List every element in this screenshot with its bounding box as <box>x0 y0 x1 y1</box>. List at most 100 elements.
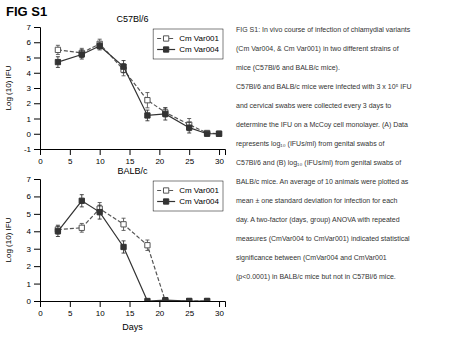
y-tick-label: 6 <box>27 38 32 47</box>
x-axis-line <box>41 302 226 308</box>
y-tick-label: 4 <box>27 69 32 78</box>
x-tick-label: 30 <box>215 157 224 166</box>
y-tick: 3 <box>27 84 40 93</box>
x-tick-label: 10 <box>96 309 105 318</box>
legend-label: Cm Var004 <box>179 197 219 206</box>
x-tick: 10 <box>96 301 105 318</box>
marker <box>204 130 209 135</box>
annotation: C57Bl/6 and BALB/c mice were infected wi… <box>236 83 412 90</box>
annotation: (p<0.0001) in BALB/c mice but not in C57… <box>236 273 396 281</box>
y-tick-mark <box>34 179 40 180</box>
annotation: determine the IFU on a McCoy cell monola… <box>236 121 408 129</box>
y-tick: 7 <box>27 175 40 184</box>
y-tick-mark <box>34 266 40 267</box>
x-tick: 15 <box>126 149 135 166</box>
x-tick: 0 <box>38 149 43 166</box>
y-tick: 2 <box>27 262 40 271</box>
x-tick-label: 15 <box>126 309 135 318</box>
x-tick-label: 25 <box>185 309 194 318</box>
x-tick-mark <box>159 149 160 155</box>
x-tick: 25 <box>185 149 194 166</box>
y-tick-mark <box>34 103 40 104</box>
x-tick-label: 0 <box>38 309 43 318</box>
y-tick: 0 <box>27 130 40 139</box>
x-tick-mark <box>70 149 71 155</box>
legend-frame <box>153 181 223 211</box>
y-tick: -1 <box>24 145 40 154</box>
y-axis-line <box>34 28 41 150</box>
error-bar <box>98 205 102 219</box>
legend-item: Cm Var004 <box>157 197 219 206</box>
error-bar <box>163 108 167 120</box>
x-tick-mark <box>189 301 190 307</box>
annotation: measures (CmVar004 to CmVar001) indicate… <box>236 235 410 243</box>
error-bar <box>187 119 191 131</box>
error-bar <box>80 50 84 59</box>
panel-title: BALB/c <box>117 166 148 176</box>
legend-label: Cm Var001 <box>179 34 219 43</box>
x-axis: 0 5 10 15 20 25 30 <box>38 301 225 318</box>
y-tick-mark <box>34 42 40 43</box>
error-bar <box>122 218 126 230</box>
y-tick-label: 6 <box>27 192 32 201</box>
annotation: mice (C57Bl/6 and BALB/c mice). <box>236 64 340 72</box>
plot-area <box>55 39 221 136</box>
x-tick: 30 <box>215 149 224 166</box>
error-bar <box>145 93 149 108</box>
y-tick-label: 7 <box>27 23 32 32</box>
y-tick-label: 5 <box>27 210 32 219</box>
marker <box>121 64 126 69</box>
error-bar <box>98 42 102 50</box>
y-tick-mark <box>34 119 40 120</box>
panel: 05101520253001234567Log (10) IFUDaysBALB… <box>4 166 226 332</box>
x-tick-mark <box>70 301 71 307</box>
x-tick: 10 <box>96 149 105 166</box>
x-tick-label: 25 <box>185 157 194 166</box>
y-tick: 3 <box>27 245 40 254</box>
x-tick: 30 <box>215 301 224 318</box>
x-tick-label: 5 <box>68 309 73 318</box>
x-tick: 25 <box>185 301 194 318</box>
marker <box>55 229 60 234</box>
y-tick: 0 <box>27 297 40 306</box>
x-tick-label: 5 <box>68 157 73 166</box>
y-tick-label: 0 <box>27 130 32 139</box>
marker <box>145 98 150 103</box>
marker <box>187 298 192 301</box>
marker <box>163 111 168 116</box>
y-axis-line <box>34 180 41 302</box>
annotation: day. A two-factor (days, group) ANOVA wi… <box>236 216 400 224</box>
series-line <box>58 201 207 301</box>
legend: Cm Var001 Cm Var004 <box>153 29 223 59</box>
y-tick-label: 3 <box>27 84 32 93</box>
annotation: significance between (CmVar004 and CmVar… <box>236 254 387 262</box>
x-axis: 051015202530 <box>38 149 225 166</box>
legend-item: Cm Var001 <box>157 34 219 43</box>
y-tick-label: -1 <box>24 145 32 154</box>
legend-item: Cm Var004 <box>157 45 219 54</box>
error-bar <box>80 195 84 207</box>
y-tick-mark <box>34 27 40 28</box>
y-tick-mark <box>34 134 40 135</box>
marker <box>121 244 126 249</box>
error-bar <box>56 45 60 54</box>
marker <box>97 43 102 48</box>
x-tick-label: 10 <box>96 157 105 166</box>
x-tick-mark <box>100 301 101 307</box>
y-tick-mark <box>34 284 40 285</box>
marker <box>187 298 192 301</box>
annotation: FIG S1: In vivo course of infection of c… <box>236 26 411 34</box>
error-bar <box>145 110 149 121</box>
marker <box>55 47 60 52</box>
x-tick-label: 15 <box>126 157 135 166</box>
marker <box>187 125 192 130</box>
series-line <box>58 209 207 301</box>
x-tick: 0 <box>38 301 43 318</box>
y-tick: 7 <box>27 23 40 32</box>
x-tick-mark <box>100 149 101 155</box>
x-tick-label: 20 <box>155 309 164 318</box>
x-tick: 5 <box>68 301 73 318</box>
y-tick-mark <box>34 88 40 89</box>
marker <box>216 131 221 136</box>
x-axis-label: Days <box>122 322 143 332</box>
